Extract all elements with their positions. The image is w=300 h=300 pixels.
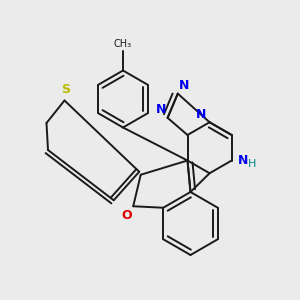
Text: N: N — [238, 154, 248, 167]
Text: O: O — [121, 209, 132, 222]
Text: H: H — [248, 158, 256, 169]
Text: N: N — [179, 79, 190, 92]
Text: CH₃: CH₃ — [114, 39, 132, 49]
Text: N: N — [196, 108, 207, 121]
Text: S: S — [61, 83, 70, 96]
Text: N: N — [156, 103, 166, 116]
